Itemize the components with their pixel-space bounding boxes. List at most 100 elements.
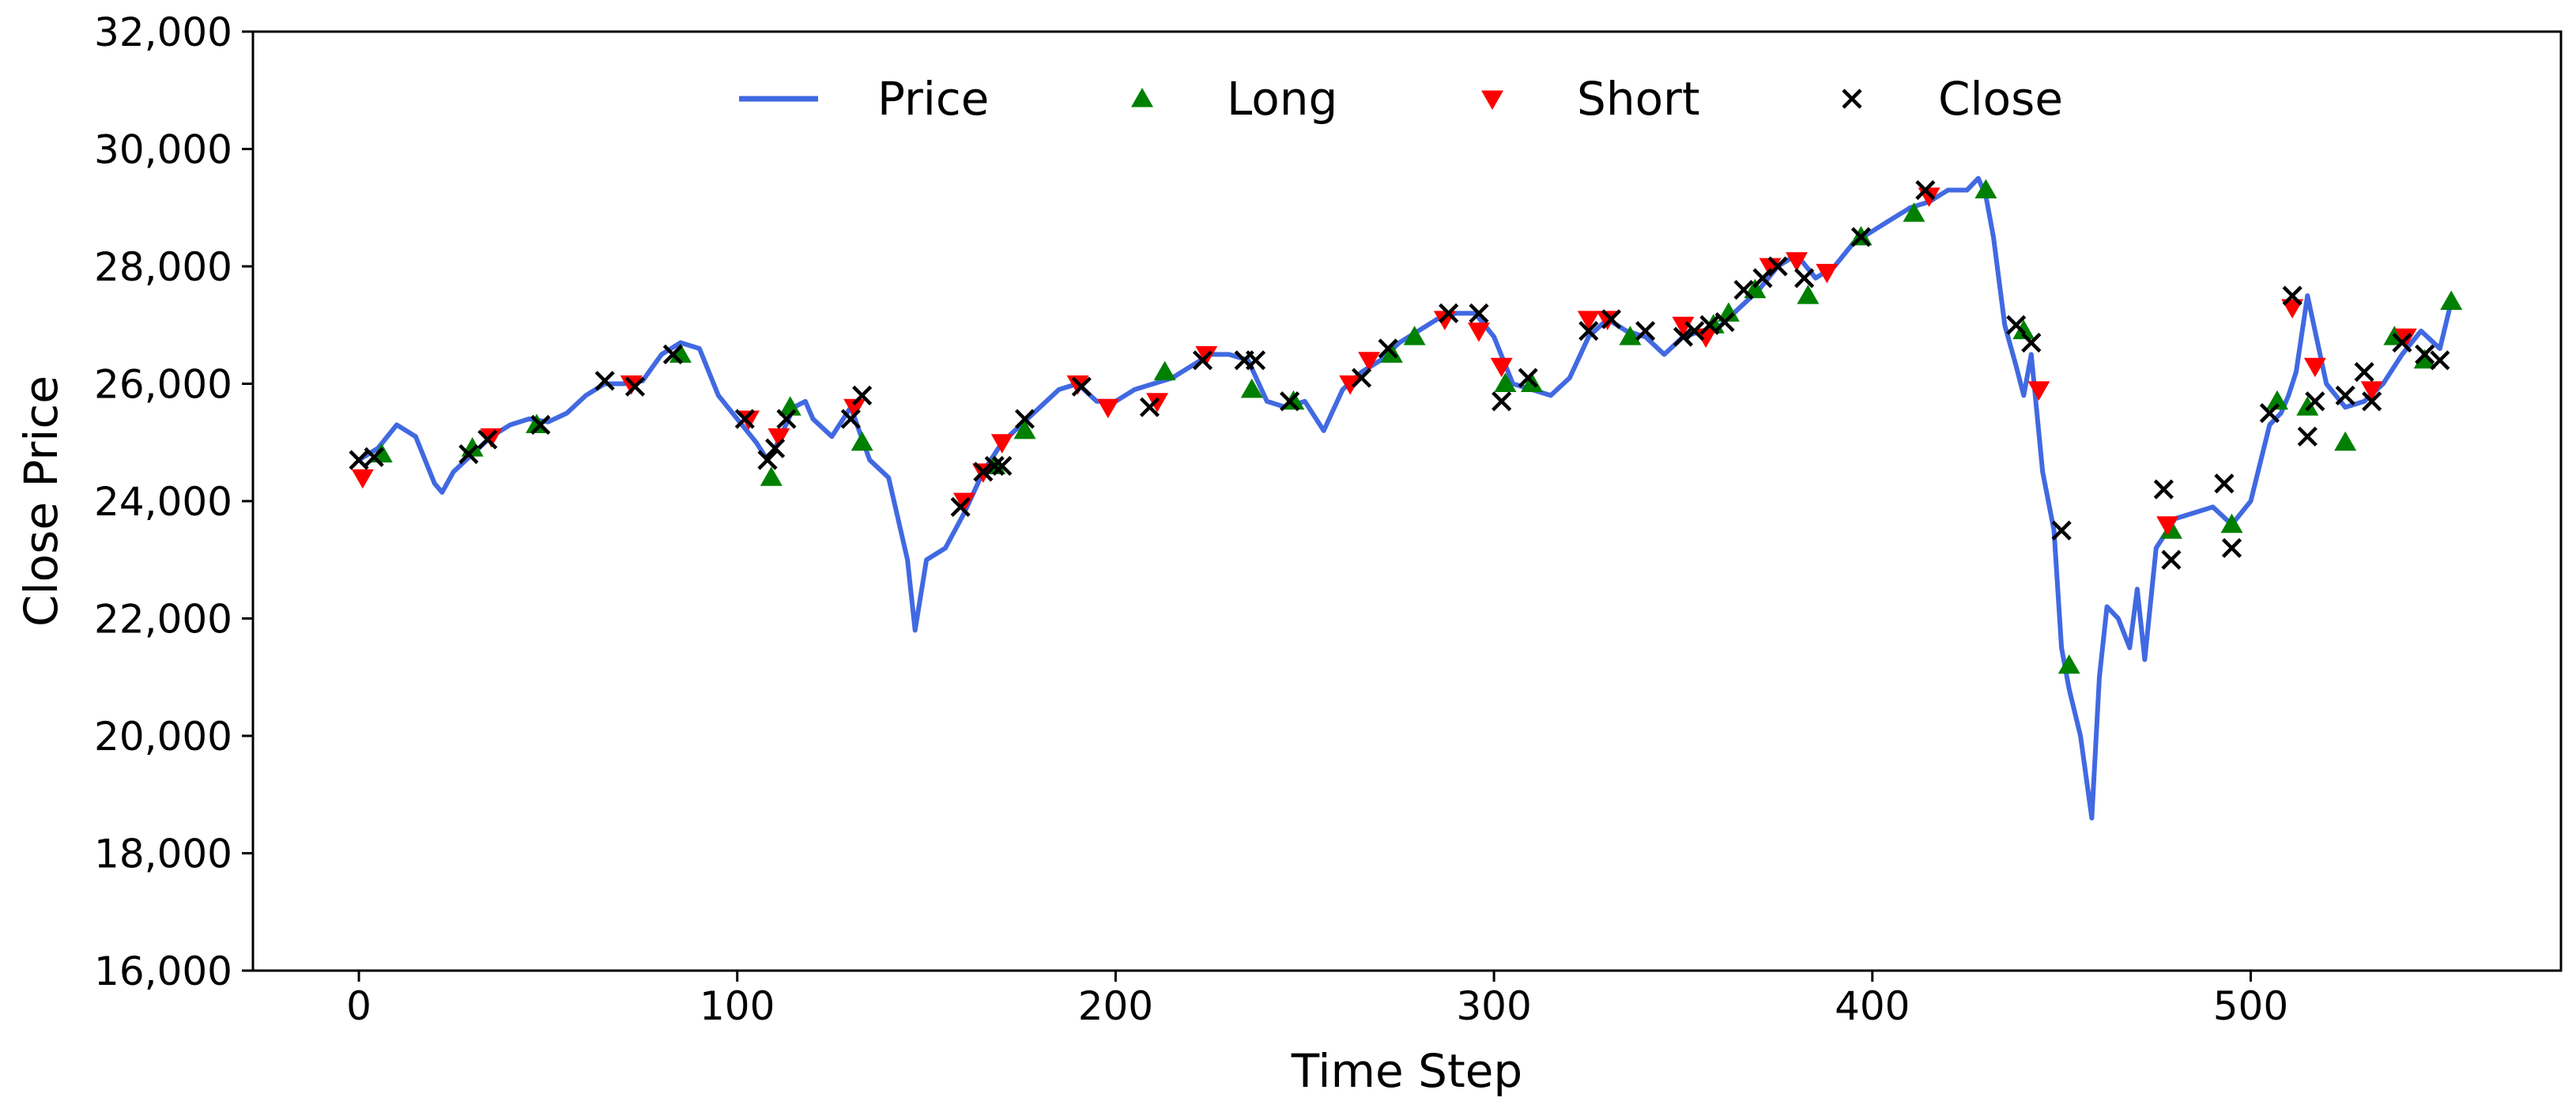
close-marker (2021, 332, 2042, 353)
legend-item-price: Price (739, 72, 990, 126)
long-marker (1494, 372, 1517, 392)
short-marker (1339, 375, 1362, 395)
close-marker (1378, 338, 1398, 359)
close-marker (984, 455, 1005, 477)
close-marker (594, 371, 615, 391)
close-marker-stroke (2282, 285, 2303, 306)
x-tick-label: 400 (1835, 983, 1910, 1029)
legend-label: Short (1577, 72, 1700, 126)
close-marker-stroke (2221, 537, 2242, 558)
legend-label: Price (877, 72, 990, 126)
legend-triangle-down-icon (1481, 90, 1503, 110)
legend-triangle-up-icon (1131, 88, 1153, 107)
close-marker (2305, 391, 2325, 412)
x-tick-label: 200 (1078, 983, 1153, 1029)
short-marker (2027, 381, 2050, 401)
y-axis-title: Close Price (14, 375, 68, 627)
close-marker-stroke (852, 385, 873, 405)
long-marker (1717, 302, 1740, 322)
close-marker-stroke (840, 409, 861, 429)
short-marker (1358, 352, 1381, 371)
x-tick-label: 300 (1456, 983, 1531, 1029)
y-tick-label: 20,000 (94, 714, 232, 760)
legend: Price Long Short Close (739, 72, 2063, 126)
close-marker-stroke (1578, 321, 1599, 341)
plot-frame (251, 30, 2563, 972)
short-marker (1467, 322, 1490, 342)
close-marker (1733, 280, 1754, 300)
close-marker-stroke (1378, 338, 1398, 359)
long-marker (2220, 513, 2243, 534)
close-marker (2335, 385, 2355, 405)
short-marker (843, 398, 866, 419)
long-marker (760, 466, 783, 486)
close-marker-stroke (1469, 303, 1489, 323)
close-marker-stroke (594, 371, 615, 391)
close-marker (852, 385, 873, 405)
close-marker (1578, 321, 1599, 341)
close-marker-stroke (2297, 426, 2318, 447)
close-marker-stroke (2392, 332, 2412, 353)
long-marker (850, 431, 873, 451)
close-marker (2354, 362, 2374, 383)
close-marker (1192, 350, 1213, 371)
close-marker-stroke (1192, 350, 1213, 371)
close-marker-stroke (2153, 479, 2174, 500)
legend-item-short: Short (1481, 72, 1700, 126)
close-marker (1915, 179, 1936, 201)
close-marker-stroke (2305, 391, 2325, 412)
x-tick-label: 500 (2213, 983, 2288, 1029)
close-marker-stroke (1635, 321, 1656, 341)
close-marker (2362, 391, 2382, 412)
short-marker (1695, 328, 1718, 349)
short-marker (2360, 381, 2383, 401)
legend-x-icon (1842, 89, 1862, 109)
long-marker (1903, 202, 1925, 222)
close-marker-stroke (1014, 409, 1035, 429)
close-marker (764, 438, 786, 458)
close-marker (1673, 326, 1694, 347)
close-marker (349, 450, 369, 470)
close-marker (1071, 376, 1092, 397)
close-marker-stroke (757, 450, 778, 470)
close-marker (734, 409, 755, 429)
close-marker-stroke (1752, 268, 1773, 288)
y-tick-label: 26,000 (94, 362, 232, 408)
long-marker (2265, 390, 2288, 410)
close-marker (1014, 409, 1035, 429)
close-marker-stroke (1071, 376, 1092, 397)
close-marker (1767, 256, 1788, 277)
close-marker-stroke (364, 447, 384, 467)
close-marker (2259, 403, 2280, 424)
short-marker (768, 428, 790, 448)
close-marker-stroke (950, 496, 971, 518)
close-marker (950, 496, 971, 518)
close-marker-stroke (2006, 315, 2027, 335)
close-marker (1699, 315, 1720, 335)
close-marker-stroke (2021, 332, 2042, 353)
y-axis: 16,000 18,000 20,000 22,000 24,000 26,000 28,0… (94, 9, 253, 994)
close-marker-stroke (2354, 362, 2374, 383)
close-marker (1635, 321, 1656, 341)
close-marker (992, 455, 1013, 477)
short-marker (351, 469, 374, 489)
close-marker-stroke (734, 409, 755, 429)
chart-marks (349, 175, 2463, 820)
close-marker-stroke (624, 376, 646, 397)
long-marker (1797, 285, 1820, 304)
y-tick-label: 16,000 (94, 948, 232, 994)
y-tick-label: 18,000 (94, 832, 232, 877)
long-marker (1403, 326, 1426, 345)
short-marker (1490, 357, 1513, 378)
close-marker-stroke (1139, 397, 1160, 417)
short-marker (1146, 393, 1169, 413)
close-marker (1752, 268, 1773, 288)
close-marker (477, 429, 498, 450)
close-marker (1684, 321, 1705, 341)
long-marker (1153, 360, 1176, 381)
long-marker (1974, 179, 1997, 198)
close-marker (2153, 479, 2174, 500)
close-marker (662, 344, 683, 364)
close-marker (1794, 268, 1815, 288)
